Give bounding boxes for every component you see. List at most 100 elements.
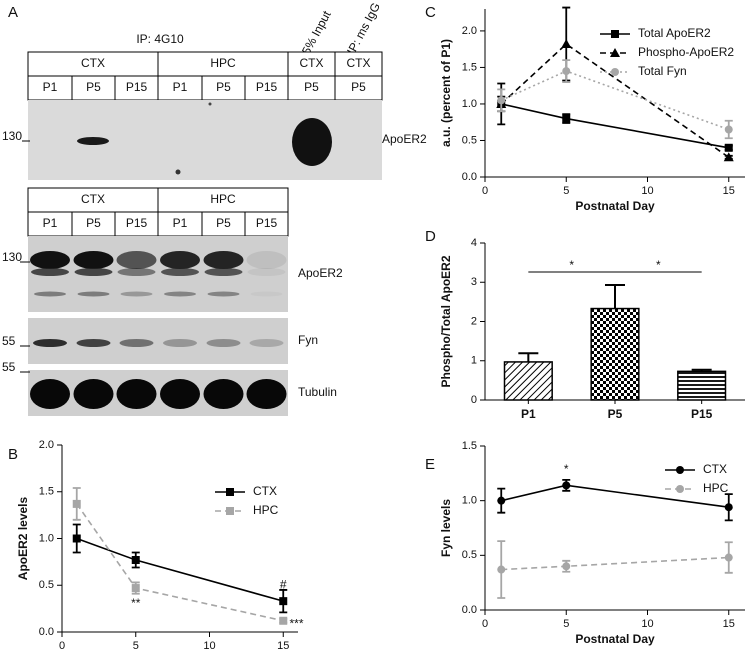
error-bar xyxy=(518,352,539,362)
marker-label: 130 xyxy=(2,250,22,264)
blot-band xyxy=(292,118,332,166)
x-tick-label: 15 xyxy=(277,640,289,652)
marker-label: 55 xyxy=(2,360,16,374)
bar xyxy=(590,307,640,401)
blot-band xyxy=(208,102,212,106)
age-label: P5 xyxy=(216,216,231,230)
x-tick-label: 15 xyxy=(723,618,735,630)
y-tick-label: 1.5 xyxy=(39,486,54,498)
blot-band xyxy=(249,339,284,347)
blot-band xyxy=(77,291,110,297)
annotation: * xyxy=(656,258,661,272)
y-axis-title: ApoER2 levels xyxy=(16,496,30,580)
y-tick-label: 4 xyxy=(471,237,477,249)
blot-band xyxy=(30,251,70,269)
age-label: P1 xyxy=(43,80,58,94)
igg-label: IP: ms IgG xyxy=(344,0,383,57)
y-tick-label: 0.5 xyxy=(39,579,54,591)
x-tick-label: P1 xyxy=(521,407,536,421)
input-label: 5% Input xyxy=(299,8,334,57)
x-tick-label: 0 xyxy=(482,185,488,197)
point xyxy=(131,584,140,593)
age-label: P5 xyxy=(86,80,101,94)
blot xyxy=(28,370,288,416)
age-label: P15 xyxy=(126,80,148,94)
point xyxy=(72,534,81,543)
blot-band xyxy=(206,339,241,347)
series-line xyxy=(501,484,729,509)
panel-label: A xyxy=(8,4,18,21)
blot-band xyxy=(163,339,197,347)
blot xyxy=(28,236,288,312)
y-tick-label: 2.0 xyxy=(462,25,477,37)
age-label: P5 xyxy=(304,80,319,94)
blot-band xyxy=(73,251,114,269)
point xyxy=(611,68,619,76)
blot-band xyxy=(30,379,70,409)
point xyxy=(279,597,288,606)
region-label: HPC xyxy=(210,56,236,70)
blot-band xyxy=(246,251,287,269)
header-cell xyxy=(334,51,383,77)
protein-label: Tubulin xyxy=(298,385,337,399)
panel-label: E xyxy=(425,456,435,473)
y-axis-title: a.u. (percent of P1) xyxy=(439,39,453,147)
age-label: P5 xyxy=(351,80,366,94)
x-tick-label: 15 xyxy=(723,185,735,197)
point xyxy=(724,503,733,512)
blot-band xyxy=(203,379,244,409)
blot-band xyxy=(250,291,283,297)
annotation: * xyxy=(564,462,569,476)
y-tick-label: 0.5 xyxy=(462,134,477,146)
y-tick-label: 1.0 xyxy=(462,98,477,110)
header-cell xyxy=(157,51,289,77)
y-tick-label: 0.5 xyxy=(462,549,477,561)
y-tick-label: 2.0 xyxy=(39,439,54,451)
protein-label: Fyn xyxy=(298,333,318,347)
point xyxy=(226,488,234,496)
x-tick-label: 10 xyxy=(203,640,215,652)
blot-band xyxy=(117,268,156,276)
legend-label: CTX xyxy=(703,462,727,476)
age-label: P1 xyxy=(173,216,188,230)
point xyxy=(131,556,140,565)
point xyxy=(562,562,571,571)
legend-label: Total ApoER2 xyxy=(638,26,711,40)
point xyxy=(72,499,81,508)
header-cell xyxy=(201,211,246,237)
blot-band xyxy=(207,291,240,297)
point xyxy=(562,481,571,490)
x-tick-label: 0 xyxy=(482,618,488,630)
x-tick-label: 10 xyxy=(641,185,653,197)
point xyxy=(497,96,506,105)
header-cell xyxy=(244,75,289,101)
header-cell xyxy=(334,75,383,101)
panel-label: C xyxy=(425,4,436,21)
protein-label: ApoER2 xyxy=(298,266,343,280)
header-cell xyxy=(27,51,159,77)
point xyxy=(723,152,734,162)
age-label: P15 xyxy=(256,80,278,94)
age-label: P5 xyxy=(86,216,101,230)
y-tick-label: 1.5 xyxy=(462,61,477,73)
blot-band xyxy=(116,379,157,409)
legend-label: CTX xyxy=(253,484,277,498)
blot-band xyxy=(77,137,109,145)
blot-band xyxy=(120,291,153,297)
annotation: # xyxy=(280,577,287,591)
annotation: * xyxy=(569,258,574,272)
y-tick-label: 0.0 xyxy=(462,604,477,616)
blot-band xyxy=(175,169,181,175)
x-axis-title: Postnatal Day xyxy=(575,199,655,213)
blot-band xyxy=(31,268,69,276)
blot-band xyxy=(74,268,113,276)
ip-label: IP: 4G10 xyxy=(136,32,184,46)
series-line xyxy=(500,43,730,158)
y-axis-title: Phospho/Total ApoER2 xyxy=(439,255,453,387)
panel-label: B xyxy=(8,446,18,463)
protein-label: ApoER2 xyxy=(382,132,427,146)
legend-label: Phospho-ApoER2 xyxy=(638,45,734,59)
age-label: P5 xyxy=(216,80,231,94)
series-line xyxy=(501,556,729,571)
y-tick-label: 2 xyxy=(471,315,477,327)
